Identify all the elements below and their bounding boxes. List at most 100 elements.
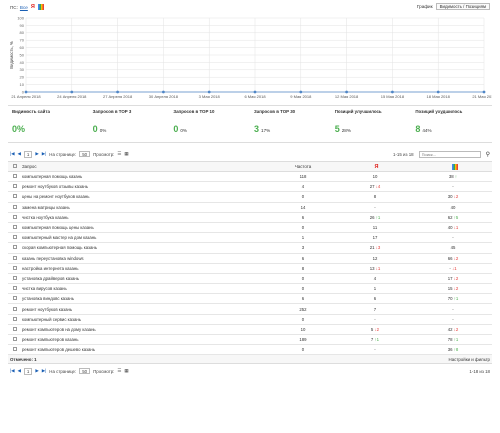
table-row[interactable]: казань переустановка windows 6 12 66 ↓2: [8, 253, 492, 264]
yandex-position-cell: 7 ↑1: [336, 334, 414, 346]
per-page-select[interactable]: 50: [79, 151, 91, 157]
search-icon[interactable]: ⚲: [485, 151, 490, 158]
row-checkbox[interactable]: [8, 171, 22, 183]
view-label: Просмотр:: [93, 151, 115, 157]
row-checkbox[interactable]: [8, 242, 22, 254]
frequency-cell: 6: [270, 212, 336, 223]
table-row[interactable]: настройка интернета казань 8 13 ↓1- ↓1: [8, 263, 492, 274]
table-row[interactable]: чистка ноутбука казань 6 26 ↑1 62 ↑5: [8, 212, 492, 223]
y-tick-label: 90: [20, 23, 25, 28]
prev-page-button[interactable]: ◀: [17, 368, 21, 374]
pager-top: |◀ ◀ 1 ▶ ▶| На странице: 50 Просмотр: ☰ …: [0, 149, 500, 159]
google-position-cell: 15 ↓2: [414, 283, 492, 295]
row-checkbox[interactable]: [8, 222, 22, 234]
frequency-cell: 3: [270, 242, 336, 254]
table-row[interactable]: ремонт компьютеров на дому казань 10 5 ↓2 4…: [8, 324, 492, 336]
stat-title: Запросов в TOP 30: [254, 109, 296, 114]
table-row[interactable]: ремонт ноутбуков казань 252 7 -: [8, 303, 492, 315]
x-tick-label: 24 Апреля 2018: [57, 94, 87, 99]
row-checkbox[interactable]: [8, 324, 22, 336]
row-checkbox[interactable]: [8, 232, 22, 244]
query-cell: компьютерная помощь казань: [22, 171, 270, 183]
frequency-header[interactable]: Частота: [270, 161, 336, 172]
row-checkbox[interactable]: [8, 191, 22, 203]
row-checkbox[interactable]: [8, 263, 22, 274]
row-checkbox[interactable]: [8, 253, 22, 264]
google-position-cell: 66 ↓2: [414, 253, 492, 264]
page-number[interactable]: 1: [23, 367, 33, 375]
first-page-button[interactable]: |◀: [10, 368, 15, 374]
table-row[interactable]: ремонт ноутбуков отзывы казань 4 27 ↓4-: [8, 181, 492, 193]
stat-card: Запросов в TOP 30 3 17%: [250, 106, 331, 142]
row-checkbox[interactable]: [8, 303, 22, 315]
x-tick-label: 27 Апреля 2018: [103, 94, 133, 99]
select-all-checkbox[interactable]: [8, 161, 22, 172]
row-checkbox[interactable]: [8, 202, 22, 213]
table-row[interactable]: компьютерный сервис казань 0- -: [8, 314, 492, 325]
y-tick-label: 0: [22, 89, 25, 94]
settings-filter-link[interactable]: Настройки и фильтр: [448, 356, 490, 362]
row-checkbox[interactable]: [8, 334, 22, 346]
table-row[interactable]: скорая компьютерная помощь казань 3 21 ↓3 4…: [8, 242, 492, 254]
table-row[interactable]: установка драйверов казань 0 4 17 ↓2: [8, 273, 492, 285]
table-row[interactable]: ремонт компьютеров дешево казань 0- 36 ↑8: [8, 344, 492, 356]
queries-table: Запрос Частота Я компьютерная помощь каз…: [8, 161, 492, 356]
range-label: 1-18 из 18: [469, 368, 490, 374]
first-page-button[interactable]: |◀: [10, 151, 15, 156]
google-column-icon[interactable]: [414, 161, 492, 172]
stat-card: Видимость сайта 0%: [8, 106, 89, 142]
stat-title: Видимость сайта: [12, 109, 50, 114]
table-row[interactable]: компьютерная помощь цены казань 0 11 40 ↓1: [8, 222, 492, 234]
row-checkbox[interactable]: [8, 273, 22, 285]
ps-all-link[interactable]: Все: [19, 4, 28, 10]
next-page-button[interactable]: ▶: [35, 368, 39, 374]
range-label: 1-15 из 18: [393, 151, 414, 157]
page-number[interactable]: 1: [23, 150, 33, 158]
table-row[interactable]: цены на ремонт ноутбуков казань 0 8 30 ↓2: [8, 191, 492, 203]
yandex-column-icon[interactable]: Я: [336, 161, 414, 172]
view-grid-icon[interactable]: ▦: [124, 151, 129, 156]
table-row[interactable]: ремонт компьютеров казань 189 7 ↑1 78 ↑1: [8, 334, 492, 346]
table-row[interactable]: установка виндовс казань 6 6 70 ↑1: [8, 293, 492, 305]
yandex-position-cell: 4: [336, 273, 414, 285]
google-position-cell: - ↓1: [414, 263, 492, 274]
next-page-button[interactable]: ▶: [35, 151, 39, 156]
last-page-button[interactable]: ▶|: [41, 151, 47, 156]
table-row[interactable]: замена матрицы казань 14- 40: [8, 202, 492, 213]
table-header: Запрос Частота Я: [8, 161, 492, 172]
x-tick-label: 15 Мая 2018: [381, 94, 405, 99]
table-row[interactable]: компьютерная помощь казань 118 10 38 ↑: [8, 171, 492, 183]
view-grid-icon[interactable]: ▦: [124, 368, 129, 374]
row-checkbox[interactable]: [8, 344, 22, 356]
google-position-cell: 36 ↑8: [414, 344, 492, 356]
query-cell: цены на ремонт ноутбуков казань: [22, 191, 270, 203]
data-point: [24, 90, 28, 94]
last-page-button[interactable]: ▶|: [41, 368, 47, 374]
google-position-cell: 38 ↑: [414, 171, 492, 183]
google-icon[interactable]: [37, 4, 44, 10]
frequency-cell: 14: [270, 202, 336, 213]
query-header[interactable]: Запрос: [22, 161, 270, 172]
stat-value: 3 17%: [254, 124, 271, 134]
yandex-position-cell: 13 ↓1: [336, 263, 414, 274]
per-page-select[interactable]: 50: [79, 368, 91, 375]
prev-page-button[interactable]: ◀: [17, 151, 21, 156]
graph-label: График: [416, 4, 433, 9]
frequency-cell: 118: [270, 171, 336, 183]
view-list-icon[interactable]: ☰: [117, 368, 122, 374]
row-checkbox[interactable]: [8, 212, 22, 223]
row-checkbox[interactable]: [8, 314, 22, 325]
frequency-cell: 0: [270, 314, 336, 325]
row-checkbox[interactable]: [8, 283, 22, 295]
per-page-label: На странице:: [49, 368, 77, 374]
table-row[interactable]: чистка вирусов казань 0 1 15 ↓2: [8, 283, 492, 295]
table-row[interactable]: компьютерный мастер на дом казань 1 17 -: [8, 232, 492, 244]
yandex-icon[interactable]: Я: [30, 4, 35, 10]
search-input[interactable]: [418, 150, 481, 158]
frequency-cell: 6: [270, 253, 336, 264]
graph-select[interactable]: Видимость / Позициям: [435, 3, 490, 10]
view-list-icon[interactable]: ☰: [117, 151, 122, 156]
x-tick-label: 30 Апреля 2018: [149, 94, 179, 99]
row-checkbox[interactable]: [8, 293, 22, 305]
row-checkbox[interactable]: [8, 181, 22, 193]
